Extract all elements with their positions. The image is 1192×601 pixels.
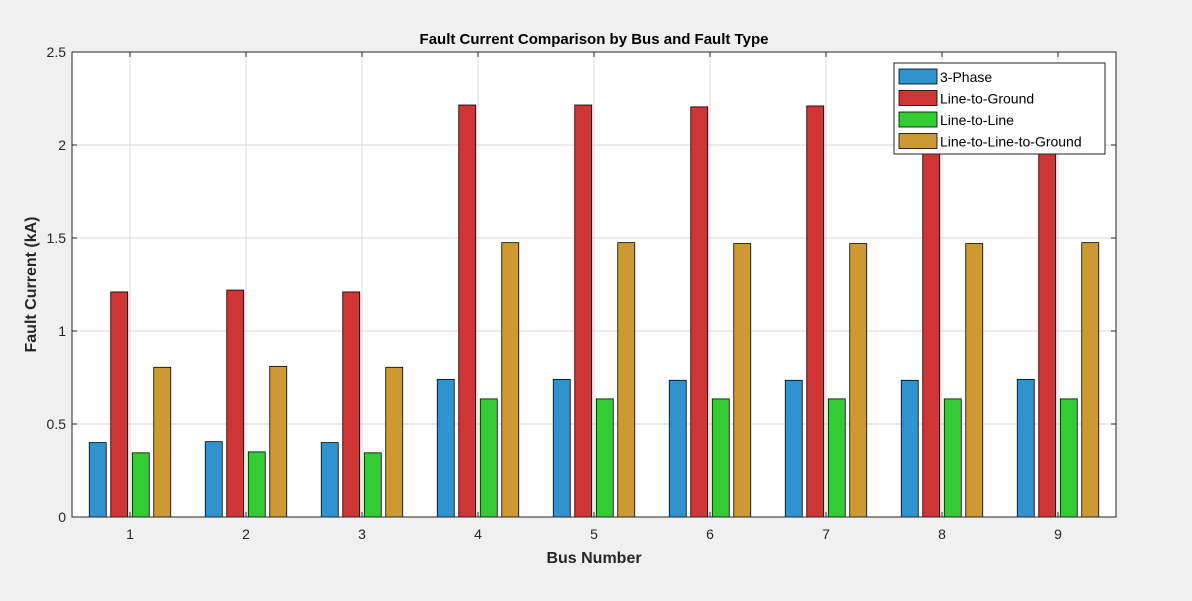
bar-line-to-line-bus-3: [363, 452, 382, 518]
legend-label-line-to-line: Line-to-Line: [940, 112, 1014, 128]
bar-3-phase-bus-5: [552, 378, 571, 518]
bar-line-to-line-to-ground-bus-2: [269, 365, 288, 518]
bar-line-to-line-to-ground-bus-1: [153, 366, 172, 518]
bar-3-phase-bus-8: [900, 379, 919, 518]
x-tick-label: 8: [938, 526, 946, 542]
x-axis-label: Bus Number: [546, 550, 641, 567]
bar-line-to-line-to-ground-bus-8: [965, 243, 984, 518]
legend-swatch-3-phase: [898, 68, 938, 85]
bar-line-to-line-bus-8: [943, 398, 962, 518]
bar-line-to-ground-bus-9: [1038, 105, 1057, 518]
legend-swatch-line-to-line-to-ground: [898, 133, 938, 149]
bar-3-phase-bus-9: [1016, 378, 1035, 518]
bar-line-to-line-bus-4: [479, 398, 498, 518]
bar-line-to-line-bus-7: [827, 398, 846, 518]
bar-3-phase-bus-7: [784, 379, 803, 518]
bar-line-to-line-to-ground-bus-3: [385, 366, 404, 518]
chart-title: Fault Current Comparison by Bus and Faul…: [420, 31, 769, 48]
legend-label-line-to-ground: Line-to-Ground: [940, 91, 1034, 107]
bar-line-to-ground-bus-4: [458, 104, 477, 518]
bar-line-to-ground-bus-5: [574, 104, 593, 518]
bar-line-to-ground-bus-8: [922, 107, 941, 518]
y-axis-label: Fault Current (kA): [23, 217, 40, 353]
bar-line-to-line-bus-6: [711, 398, 730, 518]
bar-line-to-line-to-ground-bus-9: [1081, 242, 1100, 518]
bar-3-phase-bus-4: [436, 378, 455, 518]
y-tick-label: 2.5: [47, 44, 67, 60]
bar-line-to-ground-bus-7: [806, 105, 825, 518]
legend-label-line-to-line-to-ground: Line-to-Line-to-Ground: [940, 134, 1082, 150]
y-tick-label: 1: [58, 323, 66, 339]
x-tick-label: 6: [706, 526, 714, 542]
legend-swatch-line-to-ground: [898, 90, 938, 106]
bar-line-to-line-to-ground-bus-6: [733, 243, 752, 518]
bar-line-to-line-to-ground-bus-5: [617, 242, 636, 518]
bar-line-to-ground-bus-6: [690, 106, 709, 518]
bar-3-phase-bus-3: [320, 442, 339, 518]
axes: 0 0.5 1 1.5 2 2.5 1 2 3 4 5 6 7 8 9: [47, 44, 1116, 542]
y-tick-label: 1.5: [47, 230, 67, 246]
bar-line-to-line-to-ground-bus-4: [501, 242, 520, 518]
bar-3-phase-bus-1: [88, 442, 107, 518]
bar-line-to-line-to-ground-bus-7: [849, 243, 868, 518]
legend-label-3-phase: 3-Phase: [940, 69, 992, 85]
bar-3-phase-bus-2: [204, 441, 223, 518]
legend: 3-Phase Line-to-Ground Line-to-Line Line-to…: [893, 62, 1106, 155]
y-tick-label: 2: [58, 137, 66, 153]
bar-line-to-line-bus-5: [595, 398, 614, 518]
y-tick-label: 0: [58, 509, 66, 525]
legend-swatch-line-to-line: [898, 111, 938, 128]
y-tick-label: 0.5: [47, 416, 67, 432]
bar-3-phase-bus-6: [668, 379, 687, 518]
bar-line-to-ground-bus-2: [226, 289, 245, 518]
x-tick-label: 2: [242, 526, 250, 542]
bar-line-to-line-bus-1: [131, 452, 150, 518]
x-tick-label: 7: [822, 526, 830, 542]
bar-line-to-line-bus-9: [1059, 398, 1078, 518]
x-tick-label: 3: [358, 526, 366, 542]
x-tick-label: 9: [1054, 526, 1062, 542]
x-tick-label: 1: [126, 526, 134, 542]
x-tick-label: 4: [474, 526, 482, 542]
x-tick-label: 5: [590, 526, 598, 542]
bar-line-to-ground-bus-3: [342, 291, 361, 518]
bar-line-to-ground-bus-1: [110, 291, 129, 518]
bar-line-to-line-bus-2: [247, 451, 266, 518]
